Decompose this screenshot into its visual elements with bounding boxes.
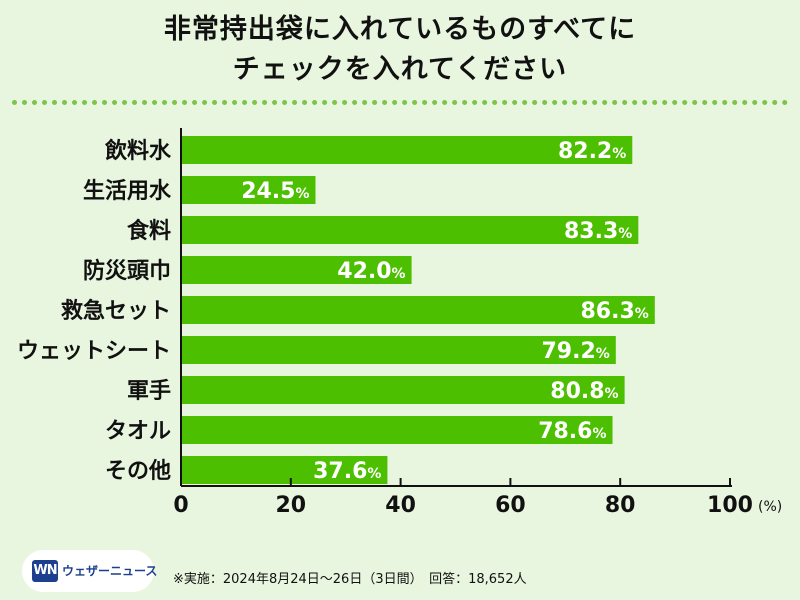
- value-label-3: 42.0%: [337, 259, 405, 284]
- x-tick-label-5: 100: [707, 493, 753, 518]
- bar-5: [181, 336, 616, 364]
- bar-6: [181, 376, 625, 404]
- chart-title: 非常持出袋に入れているものすべてに チェックを入れてください: [0, 10, 800, 90]
- bar-3: [181, 256, 412, 284]
- category-label-8: その他: [105, 459, 171, 484]
- x-tick-label-4: 80: [605, 493, 636, 518]
- value-label-2: 83.3%: [564, 219, 632, 244]
- category-label-0: 飲料水: [104, 138, 172, 164]
- survey-note: ※実施：2024年8月24日〜26日（3日間） 回答：18,652人: [173, 572, 527, 587]
- category-label-4: 救急セット: [61, 298, 171, 324]
- value-label-5: 79.2%: [541, 339, 609, 364]
- category-label-3: 防災頭巾: [83, 259, 171, 284]
- weathernews-logo: WN ウェザーニュース: [22, 550, 158, 592]
- bar-4: [181, 296, 655, 324]
- value-label-7: 78.6%: [538, 419, 606, 444]
- value-label-4: 86.3%: [580, 299, 648, 324]
- logo-text: ウェザーニュース: [62, 564, 158, 578]
- x-tick-label-0: 0: [173, 493, 188, 518]
- category-label-7: タオル: [105, 419, 171, 444]
- title-line-2: チェックを入れてください: [232, 54, 568, 85]
- bar-8: [181, 456, 388, 484]
- bar-2: [181, 216, 639, 244]
- title-line-1: 非常持出袋に入れているものすべてに: [163, 14, 637, 45]
- value-label-8: 37.6%: [313, 459, 381, 484]
- bar-1: [181, 176, 316, 204]
- category-label-5: ウェットシート: [17, 339, 171, 364]
- value-label-6: 80.8%: [550, 379, 618, 404]
- x-unit-label: (%): [758, 499, 782, 515]
- title-divider: [12, 100, 788, 105]
- x-tick-label-1: 20: [275, 493, 306, 518]
- category-label-1: 生活用水: [83, 179, 172, 204]
- bar-0: [181, 136, 633, 164]
- category-label-2: 食料: [127, 218, 171, 244]
- bar-7: [181, 416, 613, 444]
- value-label-1: 24.5%: [241, 179, 309, 204]
- x-tick-label-2: 40: [385, 493, 416, 518]
- logo-mark: WN: [32, 560, 58, 582]
- value-label-0: 82.2%: [558, 139, 626, 164]
- x-tick-label-3: 60: [495, 493, 526, 518]
- category-label-6: 軍手: [127, 379, 171, 404]
